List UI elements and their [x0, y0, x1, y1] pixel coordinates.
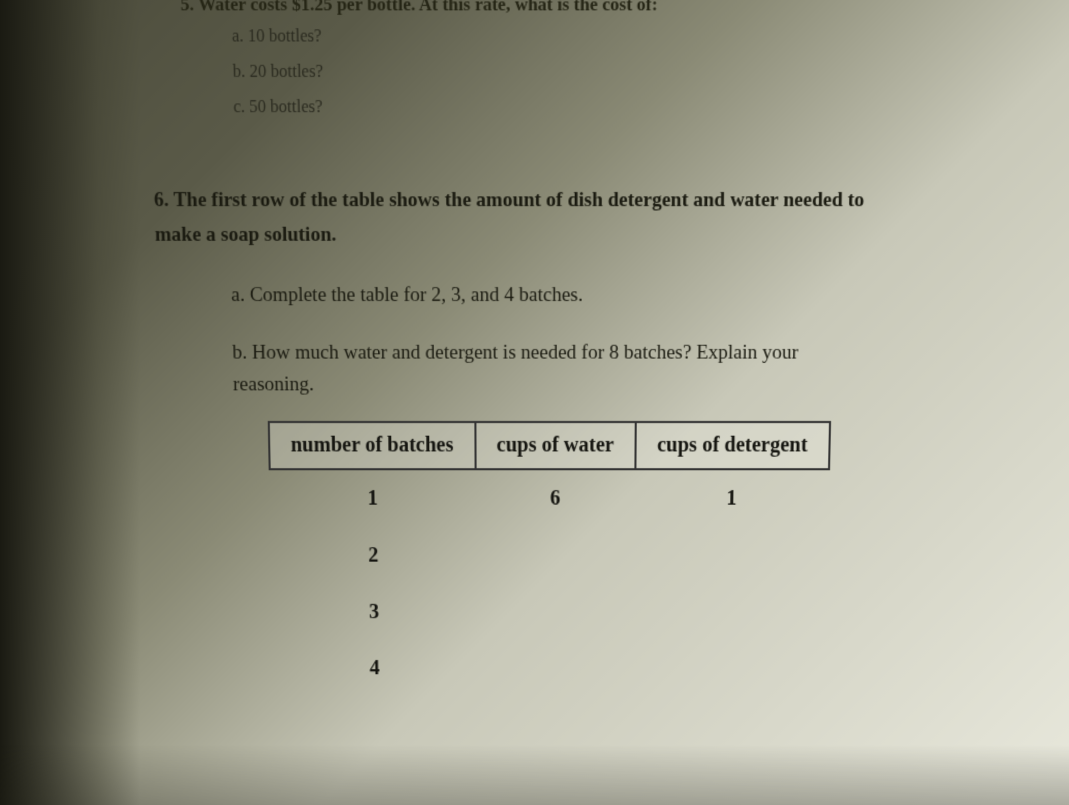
q6-b-line1: b. How much water and detergent is neede…: [232, 342, 798, 364]
page-shadow-bottom: [0, 745, 1069, 805]
cell-batches: 3: [272, 584, 476, 640]
header-water: cups of water: [475, 422, 636, 469]
worksheet-page: 5. Water costs $1.25 per bottle. At this…: [0, 0, 1069, 805]
cell-water: [475, 527, 635, 584]
q6-prompt-line1: 6. The first row of the table shows the …: [154, 189, 865, 212]
cell-water: [476, 584, 635, 640]
cell-batches: 1: [270, 469, 476, 527]
q5-sub-b: b. 20 bottles?: [232, 63, 1034, 83]
q5-sub-c: c. 50 bottles?: [233, 98, 1033, 118]
q5-prompt: 5. Water costs $1.25 per bottle. At this…: [180, 0, 1037, 16]
cell-water: [476, 640, 634, 696]
question-5: 5. Water costs $1.25 per bottle. At this…: [180, 0, 1037, 118]
cell-detergent: [634, 640, 825, 696]
header-detergent: cups of detergent: [635, 422, 829, 469]
cell-water: 6: [475, 469, 635, 527]
table-row: 3: [272, 584, 826, 640]
table-row: 2: [271, 527, 828, 584]
q6-sub-a: a. Complete the table for 2, 3, and 4 ba…: [231, 279, 1027, 312]
cell-detergent: [635, 527, 828, 584]
q6-prompt-line2: make a soap solution.: [155, 224, 337, 247]
q6-b-line2: reasoning.: [233, 374, 314, 396]
table-row: 1 6 1: [270, 469, 829, 527]
table-row: 4: [273, 640, 825, 696]
q5-sub-a: a. 10 bottles?: [232, 27, 1036, 47]
cell-detergent: [634, 584, 826, 640]
q6-prompt: 6. The first row of the table shows the …: [153, 183, 1030, 253]
q6-sub-b: b. How much water and detergent is neede…: [232, 337, 1025, 401]
soap-table-wrap: number of batches cups of water cups of …: [268, 421, 1023, 697]
cell-batches: 2: [271, 527, 476, 584]
header-batches: number of batches: [269, 422, 475, 469]
question-6: 6. The first row of the table shows the …: [185, 183, 1031, 696]
table-header-row: number of batches cups of water cups of …: [269, 422, 830, 469]
cell-detergent: 1: [635, 469, 829, 527]
soap-table: number of batches cups of water cups of …: [268, 421, 831, 697]
cell-batches: 4: [273, 640, 476, 696]
